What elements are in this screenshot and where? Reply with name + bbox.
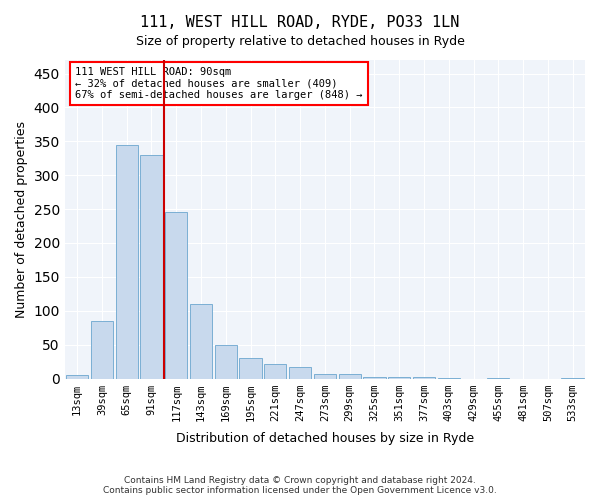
Bar bbox=[413, 377, 435, 378]
Bar bbox=[289, 367, 311, 378]
Text: Size of property relative to detached houses in Ryde: Size of property relative to detached ho… bbox=[136, 35, 464, 48]
Bar bbox=[190, 304, 212, 378]
Bar bbox=[140, 155, 163, 378]
Bar bbox=[91, 321, 113, 378]
Bar bbox=[66, 375, 88, 378]
Bar bbox=[314, 374, 336, 378]
Bar bbox=[338, 374, 361, 378]
Bar bbox=[239, 358, 262, 378]
Bar bbox=[165, 212, 187, 378]
Bar bbox=[215, 344, 237, 378]
Bar bbox=[264, 364, 286, 378]
Text: 111, WEST HILL ROAD, RYDE, PO33 1LN: 111, WEST HILL ROAD, RYDE, PO33 1LN bbox=[140, 15, 460, 30]
Text: Contains HM Land Registry data © Crown copyright and database right 2024.
Contai: Contains HM Land Registry data © Crown c… bbox=[103, 476, 497, 495]
Bar bbox=[116, 144, 138, 378]
Y-axis label: Number of detached properties: Number of detached properties bbox=[15, 121, 28, 318]
X-axis label: Distribution of detached houses by size in Ryde: Distribution of detached houses by size … bbox=[176, 432, 474, 445]
Text: 111 WEST HILL ROAD: 90sqm
← 32% of detached houses are smaller (409)
67% of semi: 111 WEST HILL ROAD: 90sqm ← 32% of detac… bbox=[75, 67, 362, 100]
Bar bbox=[363, 377, 386, 378]
Bar bbox=[388, 377, 410, 378]
